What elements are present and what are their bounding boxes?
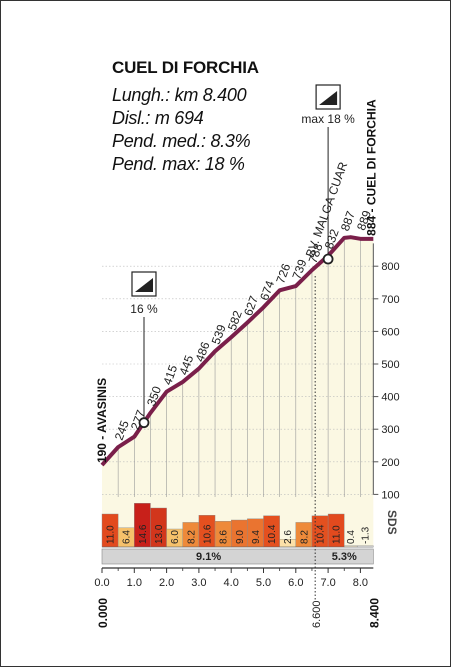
gradient-sign-wedge bbox=[319, 91, 338, 105]
x-tick-label: 2.0 bbox=[159, 577, 174, 589]
altitude-label: 627 bbox=[241, 294, 261, 318]
section-average: 9.1% bbox=[196, 551, 221, 563]
x-tick-label: 5.0 bbox=[256, 577, 271, 589]
altitude-label: 726 bbox=[273, 261, 293, 285]
y-tick-label: 800 bbox=[381, 261, 399, 273]
altitude-label: 582 bbox=[225, 308, 245, 332]
callout-point bbox=[322, 253, 334, 265]
altitude-label: 415 bbox=[160, 363, 180, 387]
section-bar bbox=[101, 548, 374, 565]
altitude-label: 674 bbox=[257, 278, 277, 302]
altitude-label: 832 bbox=[322, 227, 342, 251]
y-tick-label: 600 bbox=[381, 326, 399, 338]
y-tick-label: 700 bbox=[381, 294, 399, 306]
gradient-sign-icon bbox=[315, 84, 341, 110]
y-tick-label: 400 bbox=[381, 392, 399, 404]
x-tick-label: 8.0 bbox=[353, 577, 368, 589]
grade-label: 13.0 bbox=[154, 524, 165, 544]
grade-label: 11.0 bbox=[332, 525, 343, 544]
x-tick-label: 0.0 bbox=[94, 577, 109, 589]
grade-label: 0.4 bbox=[346, 530, 357, 544]
climb-length: Lungh.: km 8.400 bbox=[112, 85, 247, 105]
x-tick-label: 7.0 bbox=[320, 577, 335, 589]
section-average: 5.3% bbox=[332, 551, 357, 563]
altitude-label: 889 bbox=[354, 208, 374, 232]
callout-point bbox=[138, 417, 150, 429]
gradient-sign-wedge bbox=[134, 278, 153, 292]
altitude-label: 486 bbox=[193, 340, 213, 364]
grade-label: 8.6 bbox=[219, 530, 230, 544]
altitude-label: 245 bbox=[112, 418, 132, 442]
climb-avg-grade: Pend. med.: 8.3% bbox=[112, 131, 251, 151]
grade-label: 8.2 bbox=[299, 530, 310, 544]
profile-area bbox=[102, 237, 374, 547]
gradient-sign-icon bbox=[131, 271, 157, 297]
grade-label: 2.6 bbox=[283, 530, 294, 544]
profile-line bbox=[100, 235, 374, 467]
climb-info: CUEL DI FORCHIA Lungh.: km 8.400 Disl.: … bbox=[112, 58, 259, 176]
grade-label: 6.0 bbox=[170, 530, 181, 544]
end-label: 884 - CUEL DI FORCHIA bbox=[364, 99, 378, 236]
climb-title: CUEL DI FORCHIA bbox=[112, 58, 259, 77]
y-tick-label: 500 bbox=[381, 359, 399, 371]
y-tick-label: 200 bbox=[381, 457, 399, 469]
callout-label: max 18 % bbox=[301, 112, 355, 126]
km-marker: 0.000 bbox=[96, 598, 110, 628]
start-label: 190 - AVASINIS bbox=[95, 378, 109, 463]
grade-label: 10.4 bbox=[267, 524, 278, 544]
x-tick-label: 3.0 bbox=[191, 577, 206, 589]
x-tick-label: 4.0 bbox=[224, 577, 239, 589]
grade-label: 11.0 bbox=[106, 525, 117, 544]
altitude-label: 887 bbox=[338, 209, 358, 233]
altitude-label: 788 bbox=[306, 241, 326, 265]
grade-label: 9.0 bbox=[235, 530, 246, 544]
km-marker: 8.400 bbox=[367, 598, 381, 628]
grade-label: 10.4 bbox=[316, 524, 327, 544]
grade-label: -1.3 bbox=[361, 526, 372, 544]
altitude-label: 350 bbox=[144, 384, 164, 408]
y-tick-label: 100 bbox=[381, 489, 399, 501]
y-tick-label: 300 bbox=[381, 424, 399, 436]
credit-label: SDS bbox=[385, 510, 399, 535]
x-tick-label: 6.0 bbox=[288, 577, 303, 589]
grade-label: 9.4 bbox=[251, 530, 262, 544]
grade-label: 10.6 bbox=[202, 524, 213, 544]
grade-label: 6.4 bbox=[122, 530, 133, 544]
climb-max-grade: Pend. max: 18 % bbox=[112, 154, 245, 174]
altitude-label: 445 bbox=[176, 353, 196, 377]
x-tick-label: 1.0 bbox=[127, 577, 142, 589]
km-marker: 6.600 bbox=[311, 600, 323, 628]
altitude-label: 539 bbox=[209, 322, 229, 346]
grade-label: 14.6 bbox=[138, 524, 149, 544]
callout-label: 16 % bbox=[130, 302, 158, 316]
altitude-label: 739 bbox=[289, 257, 309, 281]
grade-label: 8.2 bbox=[186, 530, 197, 544]
climb-gain: Disl.: m 694 bbox=[112, 108, 204, 128]
